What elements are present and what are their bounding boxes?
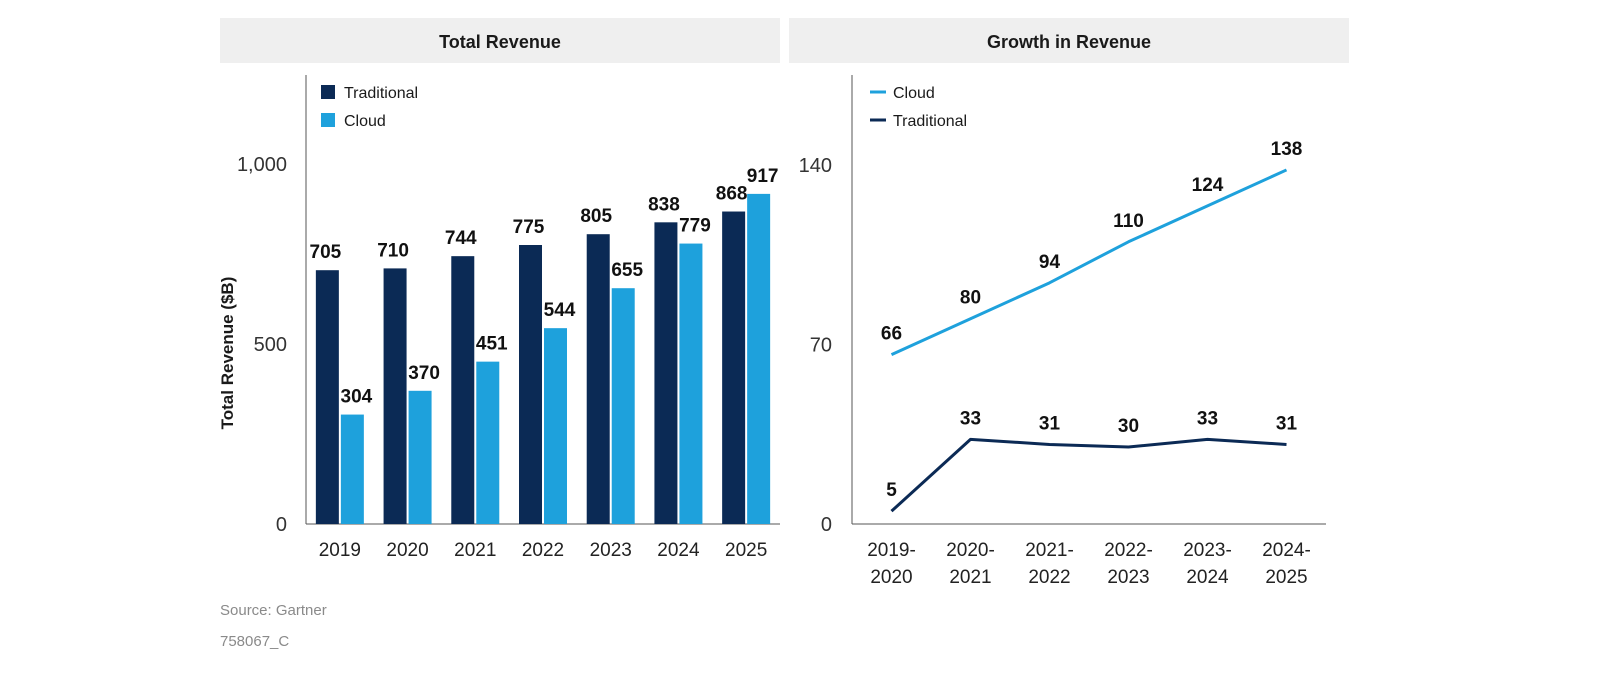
bar-traditional-2024 — [654, 222, 678, 524]
growth-revenue-chart: Growth in Revenue 0 70 140 66 80 94 110 124 138… — [789, 18, 1349, 588]
bar-cloud-2020 — [408, 390, 432, 524]
line-series-traditional — [890, 437, 1287, 513]
growth-revenue-header — [789, 18, 1349, 63]
line-value-label: 33 — [960, 408, 981, 429]
bar-traditional-2020 — [383, 268, 407, 524]
bar-value-label: 655 — [611, 260, 643, 281]
bar-legend-swatch-cloud — [321, 113, 335, 127]
bar-x-tick-label: 2022 — [522, 540, 564, 561]
line-value-label: 31 — [1276, 413, 1298, 434]
line-value-label: 33 — [1197, 408, 1218, 429]
bar-value-label: 744 — [445, 228, 477, 249]
bar-x-tick-label: 2024 — [657, 540, 700, 561]
line-x-tick-label: 2022-2023 — [1104, 540, 1153, 588]
line-value-label: 5 — [886, 480, 897, 501]
line-legend: Cloud Traditional — [870, 85, 967, 130]
bar-traditional-2022 — [519, 245, 542, 524]
total-revenue-ylabel: Total Revenue ($B) — [218, 277, 237, 430]
bar-value-label: 779 — [679, 216, 711, 237]
bar-x-tick-label: 2020 — [386, 540, 428, 561]
bar-y-tick-label: 1,000 — [237, 154, 287, 176]
line-x-tick-label: 2024-2025 — [1262, 540, 1311, 588]
line-value-label: 110 — [1113, 211, 1144, 232]
line-y-tick-label: 70 — [810, 334, 832, 356]
bar-value-label: 705 — [310, 242, 342, 263]
line-marks — [890, 168, 1288, 513]
line-legend-label-traditional: Traditional — [893, 113, 967, 130]
total-revenue-title: Total Revenue — [439, 32, 561, 52]
bar-cloud-2025 — [747, 193, 771, 524]
bar-x-tick-label: 2021 — [454, 540, 496, 561]
line-x-tick-label: 2021-2022 — [1025, 540, 1074, 588]
bar-traditional-2025 — [722, 211, 746, 524]
bar-value-label: 838 — [648, 194, 680, 215]
line-legend-label-cloud: Cloud — [893, 85, 935, 102]
bar-y-tick-label: 0 — [276, 514, 287, 536]
bar-cloud-2024 — [679, 243, 703, 524]
bar-traditional-2019 — [315, 270, 339, 524]
bar-x-tick-label: 2023 — [590, 540, 632, 561]
bar-value-label: 304 — [341, 387, 373, 408]
bar-marks — [315, 193, 771, 524]
bar-legend-label-cloud: Cloud — [344, 113, 386, 130]
line-value-label: 30 — [1118, 416, 1139, 437]
bar-x-tick-label: 2019 — [319, 540, 361, 561]
bar-value-label: 868 — [716, 184, 748, 205]
bar-cloud-2019 — [340, 414, 364, 524]
bar-value-label: 451 — [476, 334, 508, 355]
bar-traditional-2021 — [451, 256, 475, 524]
total-revenue-header — [220, 18, 780, 63]
figure-id: 758067_C — [220, 633, 290, 650]
line-x-tick-label: 2020-2021 — [946, 540, 995, 588]
line-value-labels: 66 80 94 110 124 138 5 33 31 30 33 31 — [881, 139, 1302, 501]
bar-traditional-2023 — [586, 234, 610, 524]
bar-value-label: 710 — [377, 240, 409, 261]
bar-legend: Traditional Cloud — [321, 85, 418, 130]
line-x-tick-label: 2023-2024 — [1183, 540, 1232, 588]
line-series-cloud — [890, 168, 1288, 357]
line-value-label: 31 — [1039, 413, 1061, 434]
bar-x-tick-labels: 2019 2020 2021 2022 2023 2024 2025 — [319, 540, 768, 561]
line-x-tick-labels: 2019-2020 2020-2021 2021-2022 2022-2023 2023… — [867, 540, 1311, 588]
line-value-label: 94 — [1039, 252, 1061, 273]
bar-legend-label-traditional: Traditional — [344, 85, 418, 102]
total-revenue-chart: Total Revenue Total Revenue ($B) 0 500 1,0… — [218, 18, 780, 561]
growth-revenue-title: Growth in Revenue — [987, 32, 1151, 52]
line-y-tick-labels: 0 70 140 — [799, 155, 832, 536]
line-value-label: 124 — [1192, 175, 1224, 196]
line-value-label: 66 — [881, 324, 902, 345]
source-note: Source: Gartner — [220, 602, 327, 619]
bar-y-tick-label: 500 — [254, 334, 287, 356]
line-value-label: 80 — [960, 288, 981, 309]
line-y-tick-label: 0 — [821, 514, 832, 536]
bar-value-label: 544 — [544, 300, 576, 321]
bar-cloud-2022 — [544, 328, 567, 524]
bar-x-tick-label: 2025 — [725, 540, 767, 561]
bar-cloud-2021 — [476, 361, 500, 524]
bar-value-label: 775 — [513, 217, 545, 238]
bar-legend-swatch-traditional — [321, 85, 335, 99]
bar-value-labels: 705 304 710 370 744 451 775 544 805 655 8387798689… — [310, 166, 779, 408]
bar-value-label: 917 — [747, 166, 779, 187]
line-x-tick-label: 2019-2020 — [867, 540, 916, 588]
bar-value-label: 805 — [580, 206, 612, 227]
bar-y-tick-labels: 0 500 1,000 — [237, 154, 287, 536]
bar-value-label: 370 — [408, 363, 440, 384]
bar-cloud-2023 — [611, 288, 635, 524]
line-value-label: 138 — [1271, 139, 1303, 160]
line-y-tick-label: 140 — [799, 155, 832, 177]
